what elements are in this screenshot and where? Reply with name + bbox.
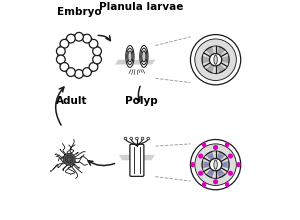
Wedge shape xyxy=(212,60,219,73)
Wedge shape xyxy=(216,60,228,69)
Ellipse shape xyxy=(236,162,241,167)
Circle shape xyxy=(213,145,218,150)
Ellipse shape xyxy=(140,46,148,67)
Circle shape xyxy=(89,62,98,71)
Circle shape xyxy=(93,47,101,56)
Wedge shape xyxy=(203,60,216,69)
Circle shape xyxy=(141,137,144,140)
Wedge shape xyxy=(207,165,216,176)
Polygon shape xyxy=(119,155,155,160)
Text: Adult: Adult xyxy=(56,96,87,106)
Wedge shape xyxy=(203,165,216,174)
Circle shape xyxy=(67,34,75,43)
Circle shape xyxy=(56,55,65,64)
Ellipse shape xyxy=(225,182,229,187)
Circle shape xyxy=(209,54,222,66)
Circle shape xyxy=(82,68,91,77)
Circle shape xyxy=(65,155,73,163)
Ellipse shape xyxy=(225,142,229,147)
Circle shape xyxy=(202,46,229,73)
Ellipse shape xyxy=(202,142,206,147)
Wedge shape xyxy=(216,161,227,168)
Wedge shape xyxy=(203,155,216,165)
Ellipse shape xyxy=(202,182,206,187)
Circle shape xyxy=(75,70,83,78)
Ellipse shape xyxy=(142,51,146,62)
Ellipse shape xyxy=(190,162,195,167)
Text: Polyp: Polyp xyxy=(125,96,158,106)
Ellipse shape xyxy=(214,55,217,64)
Circle shape xyxy=(213,179,218,184)
Wedge shape xyxy=(216,155,228,165)
Ellipse shape xyxy=(126,46,134,67)
Circle shape xyxy=(198,171,203,176)
Ellipse shape xyxy=(127,48,133,65)
Circle shape xyxy=(198,154,203,159)
Wedge shape xyxy=(216,51,228,60)
Circle shape xyxy=(63,153,75,165)
Circle shape xyxy=(190,35,241,85)
Circle shape xyxy=(130,137,133,140)
Ellipse shape xyxy=(128,51,132,62)
Wedge shape xyxy=(216,165,228,174)
Wedge shape xyxy=(212,165,219,178)
Circle shape xyxy=(195,144,236,185)
Circle shape xyxy=(60,62,69,71)
Circle shape xyxy=(89,39,98,48)
Circle shape xyxy=(195,39,236,81)
Circle shape xyxy=(228,171,233,176)
Circle shape xyxy=(190,139,241,190)
Circle shape xyxy=(82,34,91,43)
Circle shape xyxy=(60,39,69,48)
Circle shape xyxy=(209,159,222,171)
Wedge shape xyxy=(212,151,219,165)
Wedge shape xyxy=(203,51,216,60)
Circle shape xyxy=(124,137,127,140)
Circle shape xyxy=(147,137,150,140)
Circle shape xyxy=(136,137,138,140)
Wedge shape xyxy=(212,46,219,60)
Circle shape xyxy=(93,55,101,64)
Circle shape xyxy=(202,151,229,178)
Text: Embryo: Embryo xyxy=(57,7,101,17)
Circle shape xyxy=(56,47,65,56)
Text: Planula larvae: Planula larvae xyxy=(99,2,183,12)
Circle shape xyxy=(228,154,233,159)
Ellipse shape xyxy=(214,160,217,169)
Circle shape xyxy=(67,68,75,77)
Wedge shape xyxy=(216,165,224,176)
Wedge shape xyxy=(204,161,216,168)
Polygon shape xyxy=(115,60,155,64)
FancyBboxPatch shape xyxy=(130,144,144,176)
Ellipse shape xyxy=(141,48,147,65)
Wedge shape xyxy=(207,154,216,165)
Circle shape xyxy=(75,32,83,41)
Wedge shape xyxy=(216,154,224,165)
Circle shape xyxy=(67,157,71,161)
